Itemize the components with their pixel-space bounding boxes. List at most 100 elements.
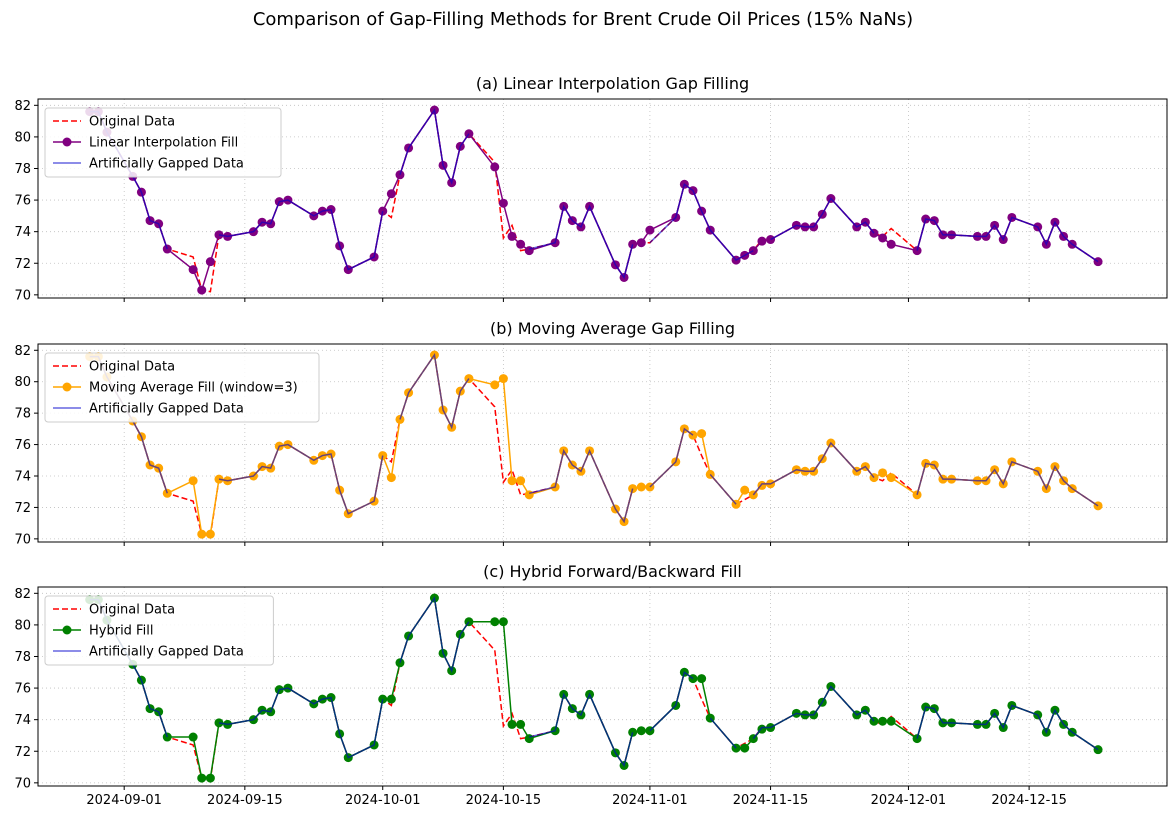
y-tick-label: 72	[14, 257, 31, 272]
fill-marker	[197, 529, 207, 539]
fill-marker	[188, 265, 198, 275]
fill-marker	[490, 380, 500, 390]
panel-title: (c) Hybrid Forward/Backward Fill	[483, 562, 742, 581]
y-tick-label: 80	[14, 375, 31, 390]
x-tick-label: 2024-09-15	[207, 793, 283, 808]
fill-marker	[197, 285, 207, 295]
fill-marker	[516, 476, 526, 486]
legend-marker	[62, 382, 72, 392]
gapped-data-line	[529, 204, 634, 280]
gapped-data-line	[649, 427, 694, 488]
fill-marker	[886, 716, 896, 726]
fill-marker	[516, 239, 526, 249]
fill-marker	[886, 239, 896, 249]
fill-marker	[490, 162, 500, 172]
y-tick-label: 76	[14, 682, 31, 697]
fill-marker	[197, 773, 207, 783]
y-tick-label: 78	[14, 162, 31, 177]
gapped-data-line	[399, 596, 470, 673]
gapped-data-line	[399, 108, 470, 185]
y-tick-label: 70	[14, 532, 31, 547]
fill-marker	[697, 429, 707, 439]
legend-box	[44, 352, 320, 423]
gapped-data-line	[529, 448, 634, 524]
fill-marker	[757, 236, 767, 246]
x-tick-label: 2024-11-01	[612, 793, 688, 808]
y-tick-label: 82	[14, 587, 31, 602]
y-tick-label: 80	[14, 618, 31, 633]
axes-frame	[37, 343, 1168, 543]
fill-marker	[524, 490, 534, 500]
fill-marker	[740, 485, 750, 495]
gapped-data-line	[529, 692, 634, 768]
fill-marker	[740, 743, 750, 753]
fill-marker	[188, 732, 198, 742]
x-tick-label: 2024-11-15	[733, 793, 809, 808]
panel-title: (a) Linear Interpolation Gap Filling	[476, 74, 749, 93]
fill-marker	[636, 238, 646, 248]
panel-3: 2024-09-01 2024-09-15 2024-10-01 2024-10-15…	[14, 562, 1168, 808]
x-tick-label: 2024-12-01	[871, 793, 947, 808]
fill-marker	[878, 468, 888, 478]
legend-label: Artificially Gapped Data	[89, 157, 244, 172]
panel-2: 70 72 74 76 78 80 82 (b) Moving Average Gap Fil…	[14, 319, 1168, 547]
gapped-data-line	[752, 685, 875, 740]
axes-frame	[37, 98, 1168, 299]
fill-marker	[205, 529, 215, 539]
y-tick-label: 74	[14, 470, 31, 485]
legend-box	[44, 595, 274, 666]
fill-marker	[386, 473, 396, 483]
y-tick-label: 74	[14, 225, 31, 240]
figure-suptitle: Comparison of Gap-Filling Methods for Br…	[253, 9, 913, 30]
fill-marker	[878, 233, 888, 243]
x-tick-label: 2024-12-15	[991, 793, 1067, 808]
fill-marker	[498, 198, 508, 208]
fill-marker	[507, 476, 517, 486]
y-tick-label: 78	[14, 650, 31, 665]
legend-marker	[62, 137, 72, 147]
fill-marker	[886, 473, 896, 483]
legend-label: Artificially Gapped Data	[89, 645, 244, 660]
x-tick-label: 2024-10-01	[345, 793, 421, 808]
legend-label: Moving Average Fill (window=3)	[89, 381, 298, 396]
fill-marker	[645, 225, 655, 235]
fill-marker	[524, 734, 534, 744]
fill-marker	[636, 482, 646, 492]
fill-marker	[498, 374, 508, 384]
gapped-data-line	[649, 183, 754, 262]
legend-box	[44, 107, 282, 178]
fill-marker	[524, 246, 534, 256]
legend-label: Linear Interpolation Fill	[89, 136, 238, 151]
y-tick-label: 78	[14, 407, 31, 422]
gapped-data-line	[916, 460, 1099, 507]
y-tick-label: 82	[14, 99, 31, 114]
fill-marker	[386, 189, 396, 199]
fill-marker	[205, 257, 215, 267]
fill-marker	[507, 719, 517, 729]
y-tick-label: 70	[14, 288, 31, 303]
gapped-data-line	[770, 197, 875, 241]
fill-marker	[697, 674, 707, 684]
legend-marker	[62, 625, 72, 635]
fill-marker	[188, 476, 198, 486]
y-tick-label: 70	[14, 776, 31, 791]
fill-marker	[386, 694, 396, 704]
legend-label: Original Data	[89, 115, 175, 130]
fill-marker	[507, 231, 517, 241]
legend-label: Artificially Gapped Data	[89, 402, 244, 417]
x-tick-label: 2024-10-15	[466, 793, 542, 808]
fill-marker	[498, 617, 508, 627]
gapped-data-line	[916, 704, 1099, 751]
gapped-data-line	[649, 671, 694, 732]
fill-marker	[516, 719, 526, 729]
legend-label: Original Data	[89, 360, 175, 375]
panel-title: (b) Moving Average Gap Filling	[490, 319, 735, 338]
y-tick-label: 76	[14, 438, 31, 453]
gapped-data-line	[752, 441, 875, 496]
gapped-data-line	[916, 216, 1099, 263]
gapped-data-line	[218, 199, 384, 271]
gapped-data-line	[709, 717, 737, 749]
y-tick-label: 80	[14, 130, 31, 145]
y-tick-label: 74	[14, 713, 31, 728]
